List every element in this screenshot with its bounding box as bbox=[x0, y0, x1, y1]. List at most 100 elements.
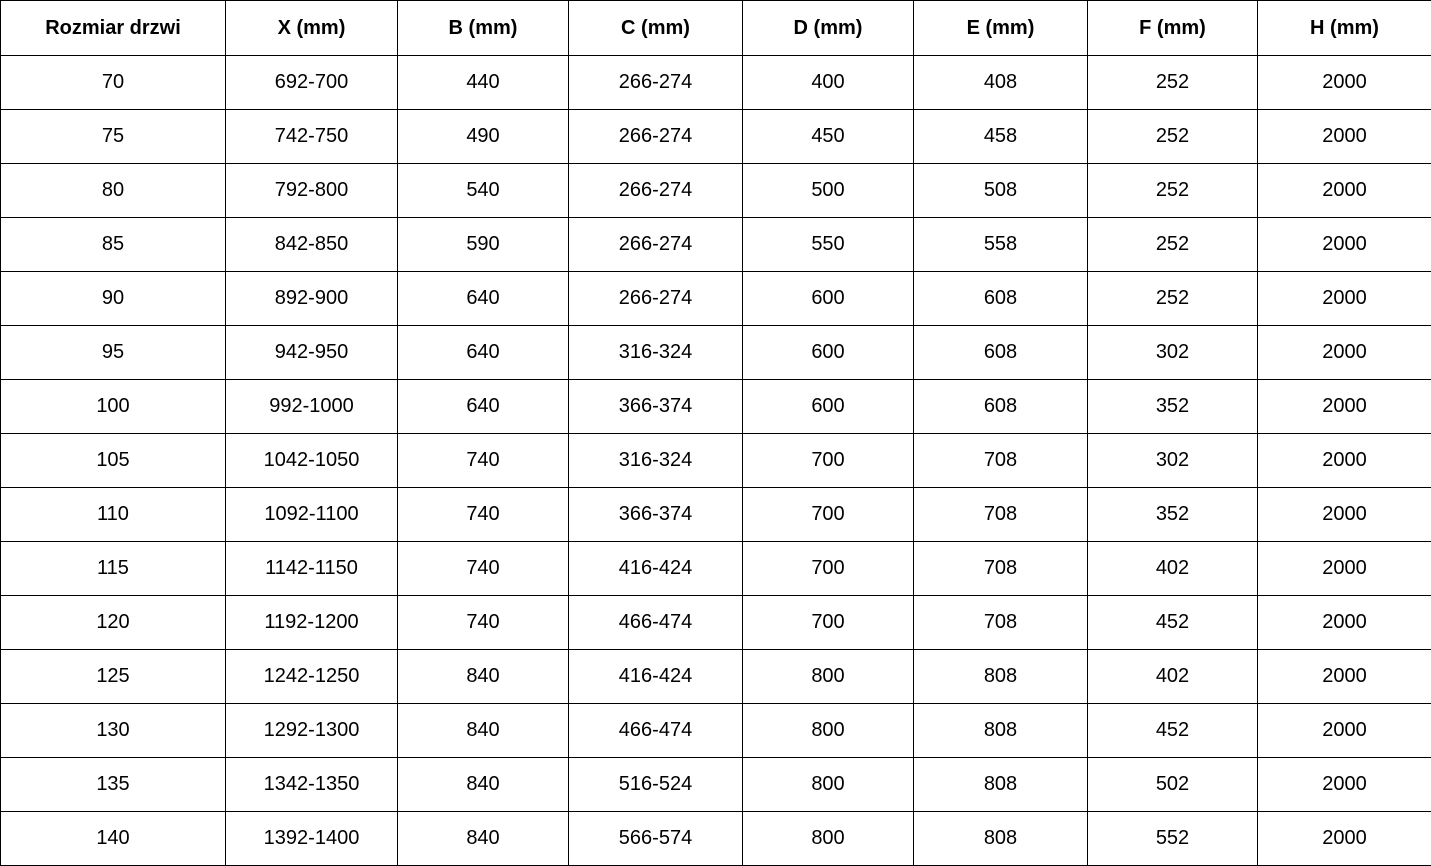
table-cell: 352 bbox=[1088, 380, 1258, 434]
table-cell: 316-324 bbox=[569, 434, 743, 488]
table-cell: 700 bbox=[743, 596, 914, 650]
table-cell: 558 bbox=[914, 218, 1088, 272]
column-header: F (mm) bbox=[1088, 1, 1258, 56]
table-cell: 700 bbox=[743, 434, 914, 488]
table-cell: 416-424 bbox=[569, 650, 743, 704]
table-cell: 402 bbox=[1088, 542, 1258, 596]
column-header: B (mm) bbox=[398, 1, 569, 56]
table-cell: 252 bbox=[1088, 164, 1258, 218]
table-cell: 130 bbox=[1, 704, 226, 758]
table-cell: 700 bbox=[743, 488, 914, 542]
table-cell: 490 bbox=[398, 110, 569, 164]
table-cell: 266-274 bbox=[569, 56, 743, 110]
table-cell: 2000 bbox=[1258, 164, 1431, 218]
table-cell: 740 bbox=[398, 596, 569, 650]
table-cell: 140 bbox=[1, 812, 226, 866]
table-cell: 808 bbox=[914, 758, 1088, 812]
table-cell: 700 bbox=[743, 542, 914, 596]
table-cell: 120 bbox=[1, 596, 226, 650]
table-cell: 942-950 bbox=[226, 326, 398, 380]
table-cell: 608 bbox=[914, 272, 1088, 326]
table-cell: 640 bbox=[398, 272, 569, 326]
table-cell: 590 bbox=[398, 218, 569, 272]
table-cell: 458 bbox=[914, 110, 1088, 164]
table-cell: 892-900 bbox=[226, 272, 398, 326]
table-cell: 840 bbox=[398, 758, 569, 812]
table-cell: 708 bbox=[914, 542, 1088, 596]
table-cell: 800 bbox=[743, 758, 914, 812]
table-cell: 1292-1300 bbox=[226, 704, 398, 758]
table-cell: 842-850 bbox=[226, 218, 398, 272]
table-cell: 80 bbox=[1, 164, 226, 218]
table-cell: 1142-1150 bbox=[226, 542, 398, 596]
table-cell: 105 bbox=[1, 434, 226, 488]
table-cell: 516-524 bbox=[569, 758, 743, 812]
table-cell: 640 bbox=[398, 326, 569, 380]
table-cell: 135 bbox=[1, 758, 226, 812]
column-header: E (mm) bbox=[914, 1, 1088, 56]
table-cell: 100 bbox=[1, 380, 226, 434]
table-cell: 302 bbox=[1088, 326, 1258, 380]
table-cell: 600 bbox=[743, 326, 914, 380]
table-cell: 75 bbox=[1, 110, 226, 164]
table-cell: 110 bbox=[1, 488, 226, 542]
table-cell: 500 bbox=[743, 164, 914, 218]
table-cell: 452 bbox=[1088, 596, 1258, 650]
table-cell: 2000 bbox=[1258, 218, 1431, 272]
table-cell: 550 bbox=[743, 218, 914, 272]
table-cell: 252 bbox=[1088, 272, 1258, 326]
table-cell: 1242-1250 bbox=[226, 650, 398, 704]
table-cell: 808 bbox=[914, 650, 1088, 704]
table-cell: 90 bbox=[1, 272, 226, 326]
table-cell: 416-424 bbox=[569, 542, 743, 596]
table-cell: 2000 bbox=[1258, 272, 1431, 326]
table-cell: 2000 bbox=[1258, 380, 1431, 434]
table-cell: 692-700 bbox=[226, 56, 398, 110]
table-cell: 2000 bbox=[1258, 704, 1431, 758]
table-cell: 540 bbox=[398, 164, 569, 218]
table-cell: 800 bbox=[743, 704, 914, 758]
table-cell: 800 bbox=[743, 812, 914, 866]
table-cell: 70 bbox=[1, 56, 226, 110]
table-cell: 2000 bbox=[1258, 110, 1431, 164]
table-cell: 400 bbox=[743, 56, 914, 110]
table-cell: 808 bbox=[914, 704, 1088, 758]
table-cell: 2000 bbox=[1258, 434, 1431, 488]
table-cell: 2000 bbox=[1258, 326, 1431, 380]
table-cell: 115 bbox=[1, 542, 226, 596]
table-cell: 742-750 bbox=[226, 110, 398, 164]
table-cell: 2000 bbox=[1258, 650, 1431, 704]
table-cell: 2000 bbox=[1258, 758, 1431, 812]
table-cell: 402 bbox=[1088, 650, 1258, 704]
table-cell: 95 bbox=[1, 326, 226, 380]
table-cell: 2000 bbox=[1258, 488, 1431, 542]
table-cell: 840 bbox=[398, 650, 569, 704]
table-cell: 452 bbox=[1088, 704, 1258, 758]
column-header: Rozmiar drzwi bbox=[1, 1, 226, 56]
table-cell: 740 bbox=[398, 488, 569, 542]
table-cell: 992-1000 bbox=[226, 380, 398, 434]
table-cell: 800 bbox=[743, 650, 914, 704]
table-cell: 740 bbox=[398, 542, 569, 596]
table-cell: 1092-1100 bbox=[226, 488, 398, 542]
table-cell: 266-274 bbox=[569, 272, 743, 326]
table-cell: 808 bbox=[914, 812, 1088, 866]
table-cell: 600 bbox=[743, 380, 914, 434]
table-cell: 708 bbox=[914, 596, 1088, 650]
column-header: C (mm) bbox=[569, 1, 743, 56]
table-cell: 85 bbox=[1, 218, 226, 272]
table-cell: 600 bbox=[743, 272, 914, 326]
table-cell: 1392-1400 bbox=[226, 812, 398, 866]
